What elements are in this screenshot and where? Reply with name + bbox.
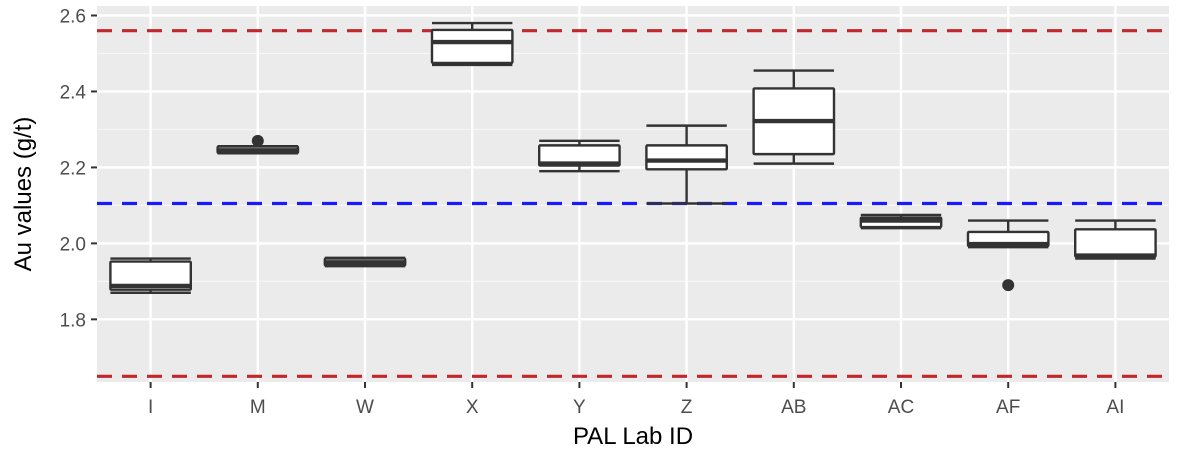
x-axis-title: PAL Lab ID bbox=[573, 423, 693, 450]
box-i bbox=[109, 257, 193, 294]
x-tick-label: AC bbox=[888, 397, 914, 418]
y-tick-label: 2.0 bbox=[60, 234, 86, 255]
box-ab bbox=[752, 69, 836, 165]
box-ai bbox=[1073, 219, 1157, 260]
y-tick-label: 2.2 bbox=[60, 158, 86, 179]
x-tick-label: I bbox=[148, 397, 153, 418]
x-tick-label: X bbox=[466, 397, 479, 418]
y-tick-label: 2.4 bbox=[60, 82, 87, 103]
x-tick-label: AI bbox=[1106, 397, 1124, 418]
minor-gridlines bbox=[97, 52, 1169, 282]
x-axis: I M W X Y Z AB AC AF AI bbox=[148, 382, 1124, 418]
y-axis: 1.8 2.0 2.2 2.4 2.6 bbox=[60, 6, 97, 331]
box-body bbox=[1073, 228, 1157, 258]
y-tick-label: 1.8 bbox=[60, 310, 86, 331]
box-x bbox=[430, 21, 514, 67]
outlier-point bbox=[1002, 279, 1015, 292]
reference-lines bbox=[97, 29, 1169, 378]
y-tick-label: 2.6 bbox=[60, 6, 86, 27]
box-y bbox=[538, 139, 621, 173]
box-af bbox=[966, 219, 1050, 292]
box-body bbox=[645, 144, 729, 171]
x-tick-label: M bbox=[250, 397, 266, 418]
outlier-point bbox=[251, 134, 264, 147]
x-tick-label: W bbox=[356, 397, 374, 418]
box-z bbox=[645, 124, 729, 205]
boxes bbox=[109, 21, 1157, 294]
box-body bbox=[430, 28, 514, 65]
x-tick-label: Z bbox=[681, 397, 693, 418]
x-tick-label: AB bbox=[781, 397, 806, 418]
box-m bbox=[216, 134, 300, 155]
x-tick-label: Y bbox=[573, 397, 586, 418]
box-ac bbox=[859, 213, 943, 230]
box-body bbox=[109, 260, 193, 291]
y-axis-title: Au values (g/t) bbox=[10, 117, 37, 272]
box-w bbox=[323, 256, 407, 268]
x-tick-label: AF bbox=[996, 397, 1020, 418]
